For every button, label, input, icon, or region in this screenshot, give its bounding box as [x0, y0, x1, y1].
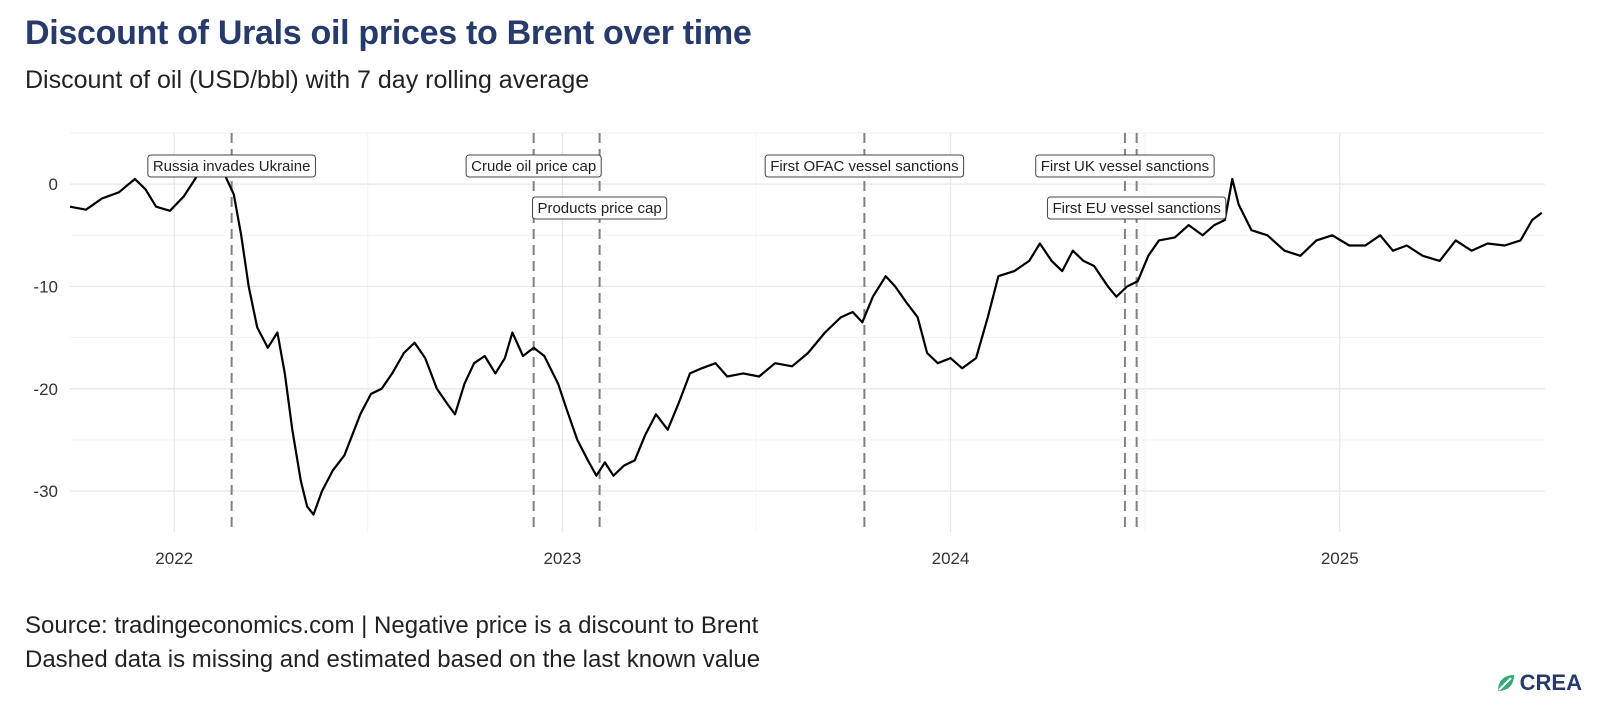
note-caption: Dashed data is missing and estimated bas…	[25, 646, 761, 673]
page-subtitle: Discount of oil (USD/bbl) with 7 day rol…	[25, 66, 590, 94]
event-label-box	[764, 154, 965, 178]
crea-logo: CREA	[1496, 670, 1582, 696]
event-label: First UK vessel sanctions	[1041, 158, 1209, 175]
event-label: Russia invades Ukraine	[153, 158, 311, 175]
grid-lines	[70, 132, 1545, 532]
event-label-box	[1035, 154, 1215, 178]
event-annotations: Russia invades Ukraine Crude oil price ca…	[147, 154, 1227, 220]
x-axis: 2022 2023 2024 2025	[155, 549, 1358, 568]
y-tick-label: 0	[49, 175, 58, 194]
crea-leaf-icon	[1497, 675, 1514, 691]
page-title: Discount of Urals oil prices to Brent ov…	[25, 14, 752, 52]
x-tick-label: 2025	[1321, 549, 1359, 568]
event-annotation: Russia invades Ukraine	[147, 154, 316, 178]
event-label-box	[147, 154, 316, 178]
y-tick-label: -30	[33, 482, 58, 501]
event-annotation: Crude oil price cap	[465, 154, 602, 178]
y-axis: 0 -10 -20 -30	[33, 175, 58, 501]
series-line	[69, 157, 1543, 516]
series-lines	[69, 157, 1543, 516]
event-label-box	[465, 154, 602, 178]
source-caption: Source: tradingeconomics.com | Negative …	[25, 612, 759, 639]
y-tick-label: -20	[33, 380, 58, 399]
event-label: First OFAC vessel sanctions	[770, 158, 958, 175]
event-annotation: First OFAC vessel sanctions	[764, 154, 965, 178]
x-tick-label: 2023	[543, 549, 581, 568]
x-tick-label: 2024	[932, 549, 970, 568]
event-label-box	[531, 196, 668, 220]
event-annotation: First EU vessel sanctions	[1046, 196, 1227, 220]
event-label-box	[1046, 196, 1227, 220]
event-label: First EU vessel sanctions	[1052, 200, 1220, 217]
line-chart: 0 -10 -20 -30 2022 2023 2024 2025 Russia invad…	[33, 132, 1545, 568]
event-label: Products price cap	[537, 200, 661, 217]
event-annotation: Products price cap	[531, 196, 668, 220]
logo-text: CREA	[1519, 670, 1582, 695]
x-tick-label: 2022	[155, 549, 193, 568]
event-label: Crude oil price cap	[471, 158, 596, 175]
y-tick-label: -10	[33, 277, 58, 296]
event-annotation: First UK vessel sanctions	[1035, 154, 1215, 178]
